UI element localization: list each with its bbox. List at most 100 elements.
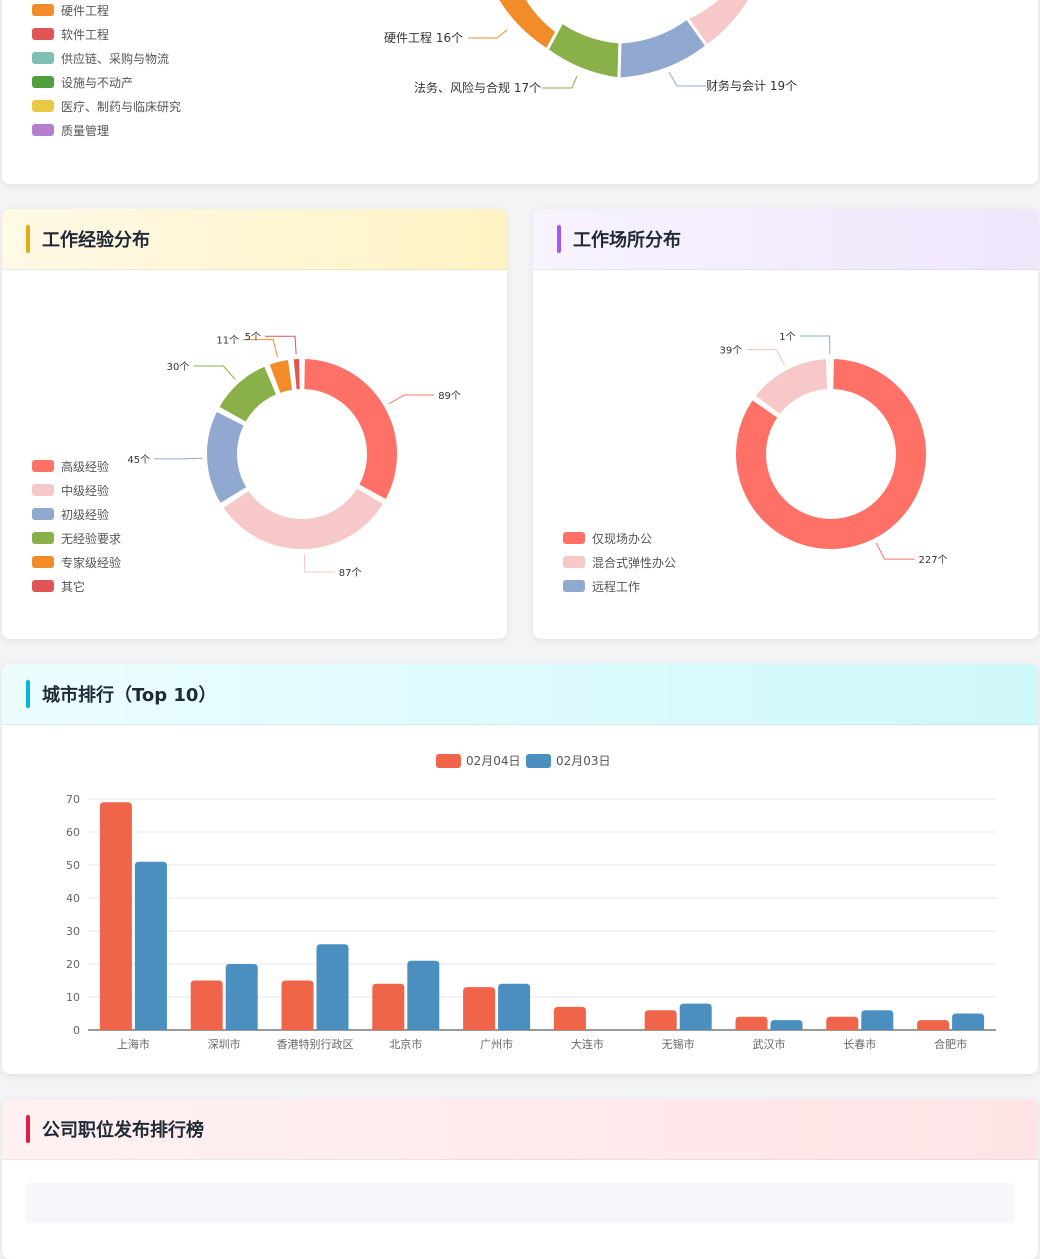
- legend-item[interactable]: 医疗、制药与临床研究: [32, 94, 181, 118]
- donut-slice[interactable]: [216, 364, 279, 425]
- bar[interactable]: [644, 1010, 677, 1030]
- label-leader-line: [154, 457, 203, 460]
- x-tick-label: 广州市: [480, 1037, 513, 1051]
- bar[interactable]: [952, 1013, 985, 1031]
- workplace-legend: 仅现场办公混合式弹性办公 远程工作: [563, 526, 676, 598]
- bar[interactable]: [99, 802, 132, 1030]
- y-tick-label: 10: [66, 991, 80, 1004]
- slice-value-label: 39个: [720, 344, 743, 356]
- bar[interactable]: [735, 1016, 768, 1030]
- legend-swatch: [32, 76, 54, 88]
- slice-value-label: 30个: [167, 361, 190, 373]
- slice-value-label: 89个: [438, 390, 461, 402]
- legend-label: 其它: [61, 579, 86, 594]
- workplace-card-header: 工作场所分布: [533, 209, 1038, 270]
- legend-item[interactable]: 专家级经验: [32, 550, 121, 574]
- legend-item[interactable]: 硬件工程: [32, 0, 181, 22]
- legend-swatch: [32, 460, 54, 472]
- legend-swatch: [32, 580, 54, 592]
- bar[interactable]: [407, 960, 440, 1030]
- bar[interactable]: [281, 980, 314, 1031]
- donut-slice[interactable]: [267, 357, 295, 396]
- legend-label: 硬件工程: [61, 3, 110, 18]
- legend-item[interactable]: 无经验要求: [32, 526, 121, 550]
- workplace-card: 工作场所分布 仅现场办公 混合式弹性办公 远程工作 227个 39个 1个: [533, 209, 1038, 639]
- legend-item[interactable]: 高级经验: [32, 454, 121, 478]
- slice-value-label: 227个: [919, 554, 948, 566]
- city-card-header: 城市排行（Top 10）: [2, 664, 1038, 725]
- header-accent-bar: [26, 680, 30, 708]
- y-tick-label: 40: [66, 892, 80, 905]
- bar[interactable]: [190, 980, 223, 1031]
- legend-item[interactable]: 供应链、采购与物流: [32, 46, 181, 70]
- legend-item[interactable]: 软件工程: [32, 22, 181, 46]
- legend-swatch: [32, 556, 54, 568]
- legend-swatch: [32, 508, 54, 520]
- legend-swatch: [436, 754, 461, 768]
- x-tick-label: 大连市: [571, 1037, 604, 1051]
- donut-slice[interactable]: [291, 356, 302, 392]
- label-leader-line: [746, 348, 786, 366]
- bar[interactable]: [463, 987, 496, 1030]
- callout-hardware: 硬件工程 16个: [384, 30, 463, 45]
- legend-item[interactable]: 初级经验: [32, 502, 121, 526]
- company-card: 公司职位发布排行榜: [2, 1099, 1038, 1259]
- x-tick-label: 合肥市: [934, 1037, 967, 1051]
- legend-item[interactable]: 混合式弹性办公: [563, 550, 676, 574]
- legend-label[interactable]: 02月04日: [466, 754, 521, 768]
- donut-slice[interactable]: [734, 356, 928, 551]
- x-tick-label: 香港特别行政区: [277, 1037, 354, 1051]
- legend-swatch: [32, 484, 54, 496]
- bar[interactable]: [770, 1020, 803, 1030]
- legend-item[interactable]: 质量管理: [32, 118, 181, 142]
- industry-donut: 硬件工程 16个 法务、风险与合规 17个 财务与会计 19个: [384, 0, 797, 95]
- slice-value-label: 5个: [245, 331, 261, 343]
- legend-label: 软件工程: [61, 27, 110, 42]
- donut-slice[interactable]: [827, 356, 832, 392]
- experience-card-header: 工作经验分布: [2, 209, 507, 270]
- donut-slice-legal[interactable]: [545, 19, 622, 81]
- bar[interactable]: [917, 1020, 950, 1030]
- bar[interactable]: [225, 964, 258, 1030]
- callout-legal: 法务、风险与合规 17个: [414, 80, 541, 95]
- company-card-title: 公司职位发布排行榜: [42, 1120, 204, 1141]
- bar[interactable]: [861, 1010, 894, 1030]
- donut-slice[interactable]: [205, 409, 249, 506]
- donut-slice[interactable]: [753, 357, 830, 417]
- legend-item[interactable]: 设施与不动产: [32, 70, 181, 94]
- city-card-title: 城市排行（Top 10）: [42, 685, 217, 706]
- bar[interactable]: [316, 944, 349, 1030]
- legend-label: 中级经验: [61, 483, 110, 498]
- legend-item[interactable]: 中级经验: [32, 478, 121, 502]
- legend-label: 混合式弹性办公: [592, 555, 677, 570]
- legend-label[interactable]: 02月03日: [556, 754, 611, 768]
- donut-slice-other[interactable]: [684, 0, 752, 49]
- workplace-donut: 227个 39个 1个: [720, 331, 948, 566]
- legend-item[interactable]: 其它: [32, 574, 121, 598]
- x-tick-label: 北京市: [389, 1037, 422, 1051]
- legend-swatch: [32, 100, 54, 112]
- bar[interactable]: [372, 983, 405, 1030]
- y-tick-label: 50: [66, 859, 80, 872]
- bar[interactable]: [134, 861, 167, 1030]
- industry-card: 硬件工程软件工程供应链、采购与物流设施与不动产 医疗、制药与临床研究质量管理 硬件…: [2, 0, 1038, 184]
- bar[interactable]: [679, 1003, 712, 1030]
- legend-label: 供应链、采购与物流: [61, 51, 170, 66]
- city-bar-chart: 02月04日 02月03日 0 10 20 30 40 50 60 70 上海市 深圳市 香港特别行政区…: [66, 754, 996, 1051]
- bar[interactable]: [498, 983, 531, 1030]
- legend-label: 质量管理: [61, 123, 110, 138]
- legend-label: 仅现场办公: [592, 531, 653, 546]
- legend-swatch: [563, 556, 585, 568]
- donut-slice[interactable]: [302, 356, 399, 502]
- legend-swatch: [526, 754, 551, 768]
- legend-swatch: [563, 532, 585, 544]
- x-tick-label: 上海市: [117, 1037, 150, 1051]
- donut-slice[interactable]: [220, 485, 386, 551]
- bar[interactable]: [826, 1016, 859, 1030]
- legend-item[interactable]: 远程工作: [563, 574, 676, 598]
- bar[interactable]: [553, 1006, 586, 1030]
- callout-finance: 财务与会计 19个: [706, 78, 797, 93]
- header-accent-bar: [557, 225, 561, 253]
- legend-label: 远程工作: [592, 579, 641, 594]
- legend-item[interactable]: 仅现场办公: [563, 526, 676, 550]
